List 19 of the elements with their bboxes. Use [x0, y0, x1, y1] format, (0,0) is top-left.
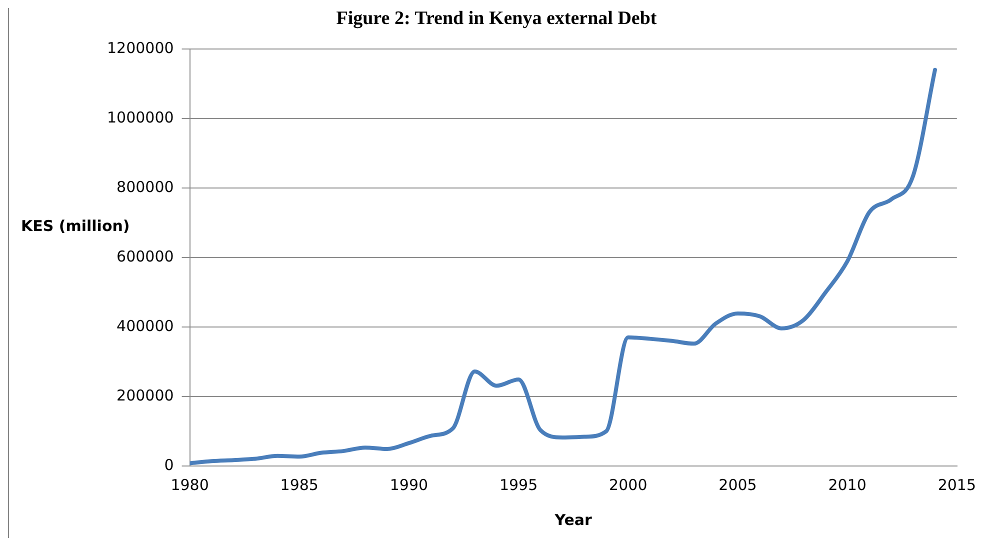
x-tick-label: 1985 — [280, 476, 318, 494]
y-tick-label: 600000 — [116, 247, 174, 266]
x-tick-label: 2005 — [718, 476, 757, 494]
y-tick-label: 1200000 — [106, 38, 174, 57]
x-tick-label: 2000 — [609, 476, 648, 494]
y-tick-label: 400000 — [116, 316, 174, 335]
y-tick-label: 200000 — [116, 386, 174, 404]
y-tick-label: 800000 — [116, 178, 174, 196]
x-tick-label: 1990 — [390, 476, 428, 494]
x-tick-label: 2010 — [828, 476, 866, 494]
x-tick-label: 1995 — [499, 476, 538, 494]
x-tick-label: 2015 — [938, 476, 976, 494]
chart-title: Figure 2: Trend in Kenya external Debt — [335, 8, 658, 31]
y-tick-label: 1000000 — [106, 108, 174, 126]
x-axis-title: Year — [554, 510, 593, 529]
x-tick-label: 1980 — [170, 476, 209, 494]
line-series — [190, 68, 937, 466]
y-tick-label: 0 — [164, 456, 174, 474]
y-axis-title: KES (million) — [21, 217, 130, 235]
